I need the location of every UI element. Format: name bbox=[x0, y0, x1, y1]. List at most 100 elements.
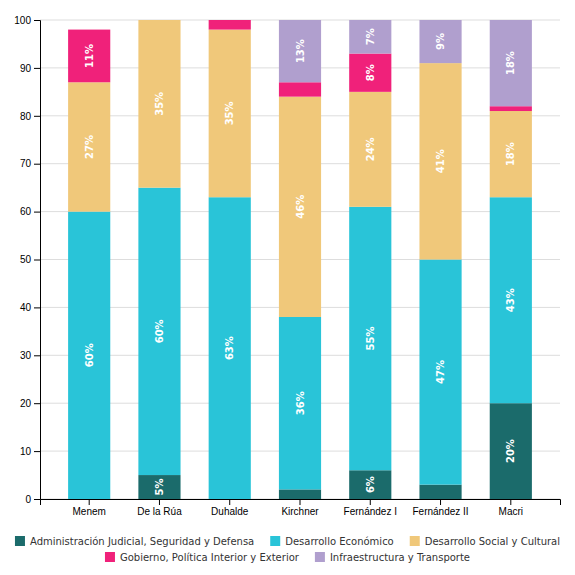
y-tick: 10 bbox=[20, 446, 40, 457]
data-label: 7% bbox=[365, 28, 376, 45]
bar bbox=[279, 317, 321, 489]
bar bbox=[138, 20, 180, 21]
bar bbox=[279, 20, 321, 82]
bar bbox=[490, 111, 532, 197]
legend-swatch bbox=[105, 552, 115, 562]
x-tick: Menem bbox=[73, 499, 106, 517]
bar bbox=[68, 212, 110, 499]
y-tick-mark bbox=[34, 499, 40, 500]
y-tick-label: 50 bbox=[20, 254, 32, 265]
y-tick-mark bbox=[34, 164, 40, 165]
data-label: 13% bbox=[295, 39, 306, 63]
x-tick-mark bbox=[89, 499, 90, 505]
y-tick-label: 80 bbox=[20, 111, 32, 122]
data-labels: 5%6%20%60%60%63%36%55%47%43%27%35%35%46%… bbox=[84, 28, 517, 495]
bar bbox=[490, 403, 532, 499]
x-tick-mark bbox=[370, 499, 371, 505]
legend-swatch bbox=[315, 552, 325, 562]
x-tick-mark bbox=[159, 499, 160, 505]
y-tick: 100 bbox=[14, 15, 40, 26]
data-label: 18% bbox=[505, 51, 516, 75]
legend-item: Administración Judicial, Seguridad y Def… bbox=[15, 536, 254, 547]
data-label: 60% bbox=[154, 319, 165, 343]
x-tick-label: Fernández I bbox=[344, 506, 397, 517]
y-tick-label: 30 bbox=[20, 350, 32, 361]
series bbox=[68, 20, 532, 111]
y-tick-mark bbox=[34, 451, 40, 452]
y-tick: 70 bbox=[20, 158, 40, 169]
plot: 5%6%20%60%60%63%36%55%47%43%27%35%35%46%… bbox=[14, 15, 560, 517]
bar bbox=[490, 20, 532, 106]
bar bbox=[68, 30, 110, 83]
data-label: 43% bbox=[505, 288, 516, 312]
data-label: 36% bbox=[295, 391, 306, 415]
bar bbox=[68, 82, 110, 211]
x-tick-label: Fernández II bbox=[412, 506, 468, 517]
y-tick-mark bbox=[34, 403, 40, 404]
x-tick: Macri bbox=[499, 499, 523, 517]
series bbox=[138, 403, 532, 499]
data-label: 11% bbox=[84, 44, 95, 68]
x-tick-mark bbox=[510, 499, 511, 505]
y-tick-label: 100 bbox=[14, 15, 31, 26]
bar bbox=[138, 188, 180, 475]
y-tick: 90 bbox=[20, 63, 40, 74]
bar bbox=[349, 54, 391, 92]
x-tick-label: Macri bbox=[499, 506, 523, 517]
bar bbox=[68, 29, 110, 30]
bar bbox=[209, 20, 251, 21]
bar bbox=[279, 97, 321, 317]
y-tick: 60 bbox=[20, 206, 40, 217]
x-tick: De la Rúa bbox=[137, 499, 182, 517]
data-label: 46% bbox=[295, 195, 306, 219]
x-tick-label: De la Rúa bbox=[137, 506, 182, 517]
y-tick-label: 90 bbox=[20, 63, 32, 74]
y-tick-label: 0 bbox=[25, 494, 31, 505]
y-tick: 20 bbox=[20, 398, 40, 409]
bar bbox=[209, 30, 251, 198]
legend-label: Gobierno, Política Interior y Exterior bbox=[120, 552, 300, 563]
bar bbox=[490, 197, 532, 403]
y-tick-mark bbox=[34, 116, 40, 117]
data-label: 5% bbox=[154, 479, 165, 496]
x-tick: Fernández II bbox=[412, 499, 468, 517]
bar bbox=[279, 82, 321, 96]
legend-label: Administración Judicial, Seguridad y Def… bbox=[30, 536, 254, 547]
legend-label: Desarrollo Económico bbox=[285, 536, 394, 547]
x-tick-mark bbox=[229, 499, 230, 505]
data-label: 55% bbox=[365, 327, 376, 351]
x-tick-label: Duhalde bbox=[211, 506, 249, 517]
bars bbox=[68, 20, 532, 499]
bar bbox=[419, 485, 461, 499]
legend-label: Desarrollo Social y Cultural bbox=[425, 536, 560, 547]
y-tick: 40 bbox=[20, 302, 40, 313]
series bbox=[68, 20, 532, 317]
y-axis: 0 10 20 30 40 50 60 70 80 90 100 bbox=[14, 15, 40, 505]
legend-item: Gobierno, Política Interior y Exterior bbox=[105, 552, 300, 563]
bar bbox=[419, 63, 461, 259]
x-axis-line bbox=[41, 500, 561, 506]
y-tick-label: 70 bbox=[20, 158, 32, 169]
grid bbox=[40, 20, 560, 499]
y-tick-mark bbox=[34, 68, 40, 69]
bar bbox=[490, 106, 532, 111]
bar bbox=[419, 20, 461, 63]
y-tick-label: 60 bbox=[20, 206, 32, 217]
x-tick-label: Kirchner bbox=[281, 506, 319, 517]
data-label: 24% bbox=[365, 137, 376, 161]
legend: Administración Judicial, Seguridad y Def… bbox=[15, 536, 560, 563]
y-tick: 0 bbox=[25, 494, 40, 505]
data-label: 35% bbox=[154, 92, 165, 116]
data-label: 35% bbox=[224, 101, 235, 125]
data-label: 41% bbox=[435, 149, 446, 173]
bar bbox=[349, 92, 391, 207]
bar bbox=[419, 260, 461, 485]
y-tick-mark bbox=[34, 212, 40, 213]
y-tick-label: 20 bbox=[20, 398, 32, 409]
y-tick-mark bbox=[34, 260, 40, 261]
legend-item: Desarrollo Económico bbox=[270, 536, 394, 547]
bar bbox=[138, 20, 180, 188]
data-label: 63% bbox=[224, 336, 235, 360]
data-label: 6% bbox=[365, 476, 376, 493]
y-tick: 80 bbox=[20, 111, 40, 122]
